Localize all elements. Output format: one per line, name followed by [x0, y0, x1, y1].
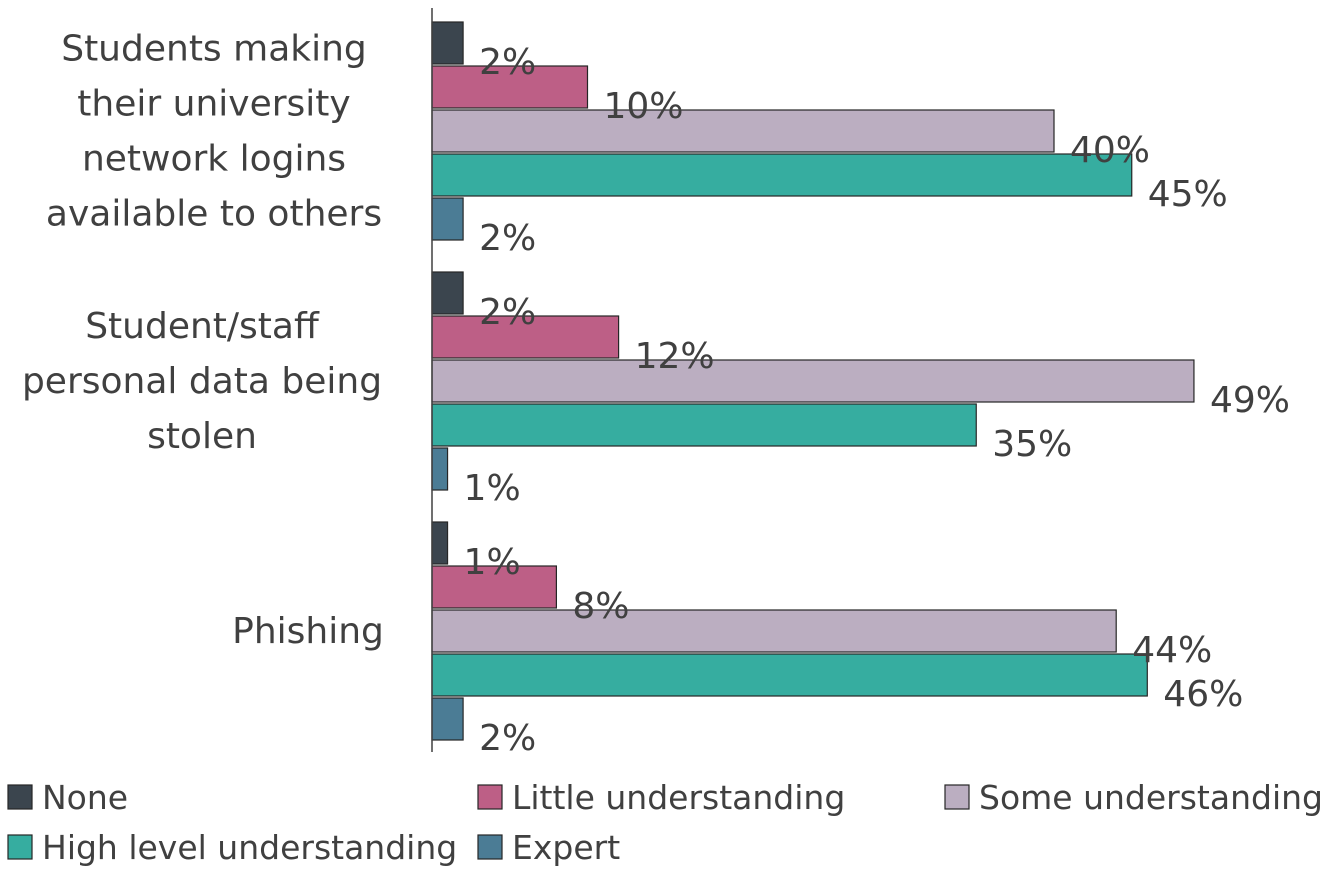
- legend-swatch: [7, 834, 33, 860]
- bar-some-understanding-2: [431, 359, 1195, 403]
- data-label: 2%: [479, 42, 536, 83]
- bar-some-understanding-1: [431, 109, 1055, 153]
- category-label-line: stolen: [147, 416, 257, 457]
- legend-swatch: [477, 834, 503, 860]
- data-label: 46%: [1163, 674, 1243, 715]
- legend-label: High level understanding: [42, 828, 457, 867]
- bar-little-understanding-1: [431, 65, 589, 109]
- bar-little-understanding-2: [431, 315, 620, 359]
- legend-swatch: [944, 784, 970, 810]
- legend-item: High level understanding: [7, 828, 457, 867]
- data-label: 40%: [1070, 130, 1150, 171]
- data-label: 1%: [464, 468, 521, 509]
- legend-label: Expert: [512, 828, 620, 867]
- value-labels-layer: 2% 10% 40%45% 2% 2% 12% 49% 35% 1% 1% 8% 44%46% 2%: [464, 42, 1290, 759]
- data-label: 49%: [1210, 380, 1290, 421]
- category-label-line: their university: [77, 84, 350, 125]
- data-label: 1%: [464, 542, 521, 583]
- category-label-line: Students making: [61, 29, 367, 70]
- legend-item: Expert: [477, 828, 620, 867]
- data-label: 2%: [479, 292, 536, 333]
- category-label: Students making their university network l…: [46, 29, 382, 235]
- bar-none-2: [431, 271, 464, 315]
- bar-some-understanding-3: [431, 609, 1117, 653]
- bar-high-level-understanding-2: [431, 403, 977, 447]
- data-label: 12%: [635, 336, 715, 377]
- data-label: 10%: [604, 86, 684, 127]
- legend: None Little understanding Some understandi…: [7, 778, 1321, 867]
- category-label: Phishing: [232, 611, 384, 652]
- bar-expert-1: [431, 197, 464, 241]
- bar-none-1: [431, 21, 464, 65]
- data-label: 2%: [479, 218, 536, 259]
- legend-item: Little understanding: [477, 778, 845, 817]
- category-labels-layer: Students making their university network l…: [22, 29, 384, 653]
- category-label-line: Phishing: [232, 611, 384, 652]
- bar-high-level-understanding-3: [431, 653, 1148, 697]
- legend-item: None: [7, 778, 128, 817]
- category-label: Student/staff personal data being stolen: [22, 306, 382, 457]
- category-label-line: available to others: [46, 194, 382, 235]
- bars-layer: [431, 21, 1195, 741]
- category-label-line: network logins: [82, 139, 346, 180]
- category-label-line: personal data being: [22, 361, 382, 402]
- data-label: 8%: [572, 586, 629, 627]
- legend-label: None: [42, 778, 128, 817]
- data-label: 35%: [992, 424, 1072, 465]
- data-label: 44%: [1132, 630, 1212, 671]
- legend-label: Some understanding: [979, 778, 1321, 817]
- bar-none-3: [431, 521, 449, 565]
- bar-expert-2: [431, 447, 449, 491]
- bar-expert-3: [431, 697, 464, 741]
- category-label-line: Student/staff: [85, 306, 320, 347]
- bar-high-level-understanding-1: [431, 153, 1133, 197]
- legend-swatch: [7, 784, 33, 810]
- bar-little-understanding-3: [431, 565, 558, 609]
- data-label: 45%: [1148, 174, 1228, 215]
- legend-swatch: [477, 784, 503, 810]
- legend-item: Some understanding: [944, 778, 1321, 817]
- data-label: 2%: [479, 718, 536, 759]
- legend-label: Little understanding: [512, 778, 845, 817]
